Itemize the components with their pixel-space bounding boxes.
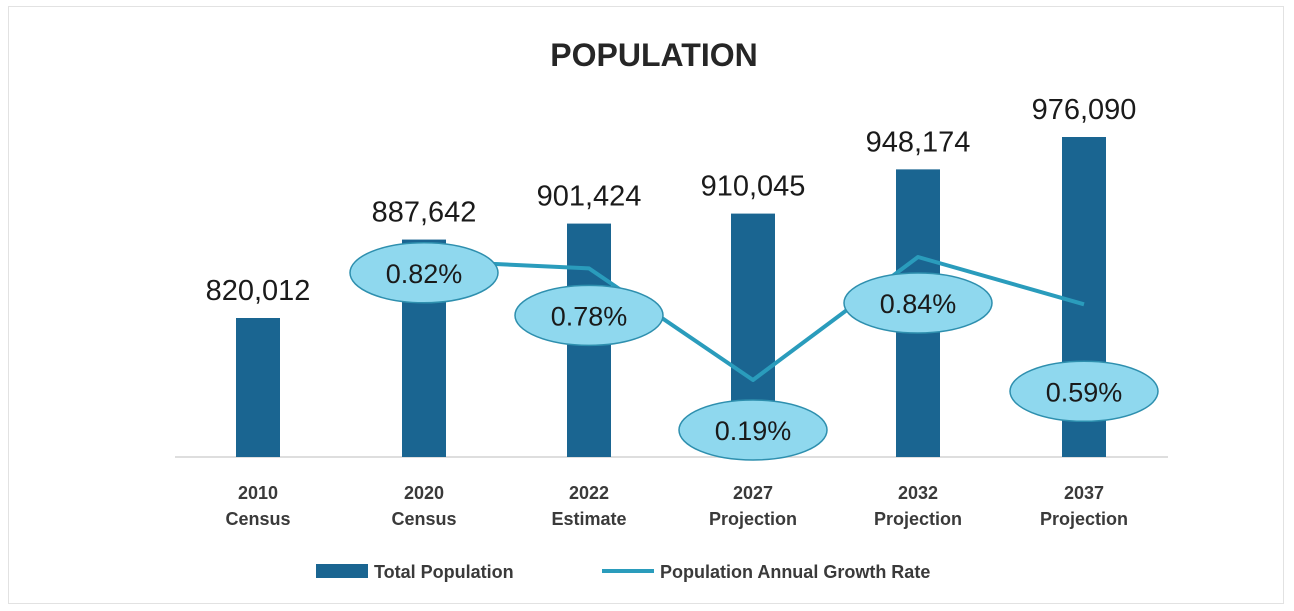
x-tick-label-3-0: 2027 [733,483,773,503]
chart-title: POPULATION [550,37,757,73]
x-tick-label-4-0: 2032 [898,483,938,503]
bar-value-label-3: 910,045 [701,171,806,203]
x-tick-label-3-1: Projection [709,509,797,529]
legend-bar-swatch [316,564,368,578]
x-tick-label-2-0: 2022 [569,483,609,503]
rate-label-bubble-1 [514,284,664,347]
x-tick-labels: 2010 Census 2020 Census 2022 Estimate 2027 Proj… [225,483,1128,529]
rate-labels-layer: 0.82% 0.78% 0.19% 0.84% 0.59% [349,242,1159,461]
x-tick-label-2-1: Estimate [551,509,626,529]
rate-label-bubble-3 [843,272,993,334]
rate-value-label-3: 0.84% [880,289,957,319]
x-tick-label-0-1: Census [225,509,290,529]
bar-value-label-0: 820,012 [206,275,311,307]
rate-value-label-2: 0.19% [715,416,792,446]
legend-total-population: Total Population [374,562,514,582]
rate-label-bubble-0 [349,242,499,304]
rate-value-label-4: 0.59% [1046,377,1123,407]
x-tick-label-1-0: 2020 [404,483,444,503]
rate-value-label-0: 0.82% [386,259,463,289]
bar-value-label-4: 948,174 [866,126,971,158]
x-tick-label-5-1: Projection [1040,509,1128,529]
legend-growth-rate: Population Annual Growth Rate [660,562,930,582]
bars-layer: 820,012 887,642 901,424 910,045 948,174 976,0… [206,94,1137,457]
bar-0 [236,318,280,457]
x-tick-label-1-1: Census [391,509,456,529]
x-tick-label-4-1: Projection [874,509,962,529]
bar-value-label-5: 976,090 [1032,94,1137,126]
x-tick-label-0-0: 2010 [238,483,278,503]
legend: Total Population Population Annual Growt… [316,562,930,582]
x-tick-label-5-0: 2037 [1064,483,1104,503]
growth-rate-line [423,255,1085,382]
bar-value-label-1: 887,642 [372,197,477,229]
rate-label-bubble-4 [1009,360,1159,423]
rate-label-bubble-2 [678,399,828,461]
rate-value-label-1: 0.78% [551,301,628,331]
growth-line-layer [423,255,1085,382]
bar-value-label-2: 901,424 [537,181,642,213]
